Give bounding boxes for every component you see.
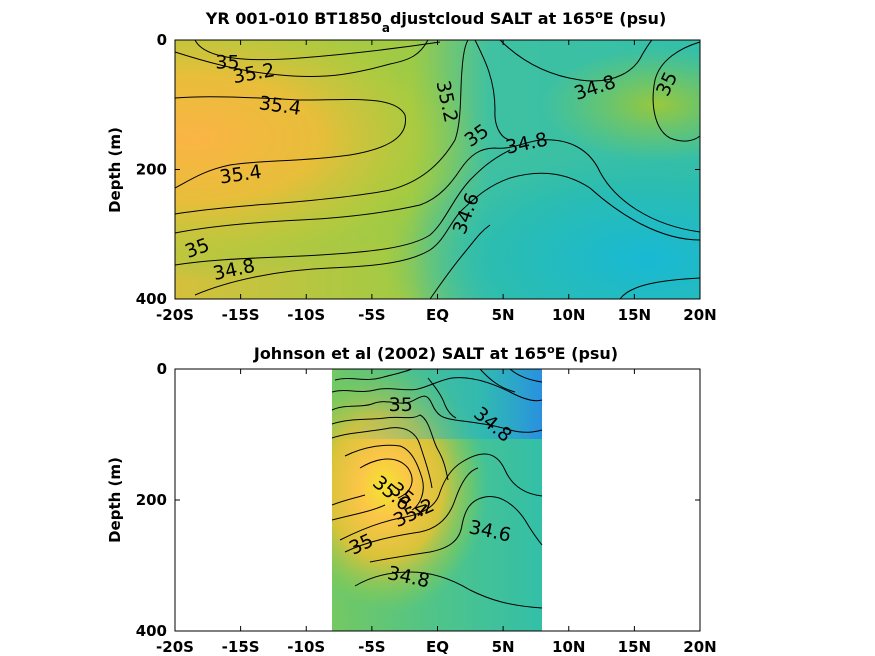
- contour-line: [652, 41, 701, 142]
- panel-top-title: YR 001-010 BT1850adjustcloud SALT at 165…: [205, 8, 667, 35]
- contour-line: [331, 395, 543, 433]
- y-tick-label: 400: [136, 290, 167, 308]
- x-tick-label: EQ: [426, 306, 449, 324]
- x-tick-label: -15S: [222, 638, 260, 656]
- contour-line: [429, 224, 491, 300]
- x-tick-label: 20N: [683, 638, 716, 656]
- contour-line: [369, 496, 543, 563]
- contour-line: [619, 277, 701, 300]
- panel-top-y-axis: 0 200 400: [136, 31, 700, 308]
- y-tick-label: 200: [136, 491, 167, 509]
- x-tick-label: 5N: [492, 638, 515, 656]
- contour-line: [331, 504, 386, 521]
- panel-top-y-label: Depth (m): [106, 127, 124, 213]
- panel-bottom-x-axis: -20S -15S -10S -5S EQ 5N 10N 15N 20N: [156, 369, 717, 656]
- contour-line: [474, 39, 511, 141]
- panel-top: YR 001-010 BT1850adjustcloud SALT at 165…: [106, 8, 717, 324]
- x-tick-label: -15S: [222, 306, 260, 324]
- contour-line: [479, 368, 516, 393]
- y-tick-label: 0: [157, 31, 167, 49]
- contour-line: [331, 427, 433, 489]
- x-tick-label: 15N: [618, 638, 651, 656]
- contour-line: [339, 453, 543, 541]
- contour-line: [194, 39, 441, 61]
- contour-line: [427, 377, 457, 419]
- panel-top-x-axis: -20S -15S -10S -5S EQ 5N 10N 15N 20N: [156, 40, 717, 324]
- panel-bottom-title: Johnson et al (2002) SALT at 165oE (psu): [253, 343, 618, 363]
- y-tick-label: 0: [157, 360, 167, 378]
- contour-line: [359, 458, 413, 499]
- contour-line: [354, 571, 543, 609]
- contour-line: [331, 494, 366, 506]
- y-tick-label: 200: [136, 161, 167, 179]
- panel-bottom-y-label: Depth (m): [106, 457, 124, 543]
- x-tick-label: -20S: [156, 638, 194, 656]
- contour-line: [174, 96, 406, 189]
- x-tick-label: 20N: [683, 306, 716, 324]
- x-tick-label: 10N: [552, 306, 585, 324]
- x-tick-label: -5S: [358, 638, 385, 656]
- x-tick-label: -20S: [156, 306, 194, 324]
- contour-line: [331, 377, 543, 402]
- x-tick-label: 10N: [552, 638, 585, 656]
- x-tick-label: -5S: [358, 306, 385, 324]
- panel-bottom-contours: [331, 368, 543, 609]
- contour-label: 35: [215, 52, 239, 74]
- contour-line: [174, 39, 469, 215]
- contour-label: 35: [389, 394, 413, 416]
- contour-line: [174, 149, 511, 266]
- contour-line: [194, 172, 701, 296]
- x-tick-label: -10S: [287, 638, 325, 656]
- contour-line: [174, 39, 429, 78]
- contour-line: [509, 368, 543, 383]
- x-tick-label: 5N: [492, 306, 515, 324]
- y-tick-label: 400: [136, 622, 167, 640]
- panel-bottom-y-axis: 0 200 400: [136, 360, 700, 640]
- contour-line: [344, 444, 424, 511]
- x-tick-label: EQ: [426, 638, 449, 656]
- x-tick-label: -10S: [287, 306, 325, 324]
- panel-top-field: [175, 40, 700, 299]
- contour-line: [344, 467, 479, 553]
- contour-line: [334, 368, 413, 381]
- contour-line: [499, 39, 653, 82]
- x-tick-label: 15N: [618, 306, 651, 324]
- panel-bottom: Johnson et al (2002) SALT at 165oE (psu): [106, 343, 717, 656]
- contour-line: [174, 139, 701, 234]
- panel-top-contours: [174, 39, 701, 300]
- contour-line: [331, 414, 449, 481]
